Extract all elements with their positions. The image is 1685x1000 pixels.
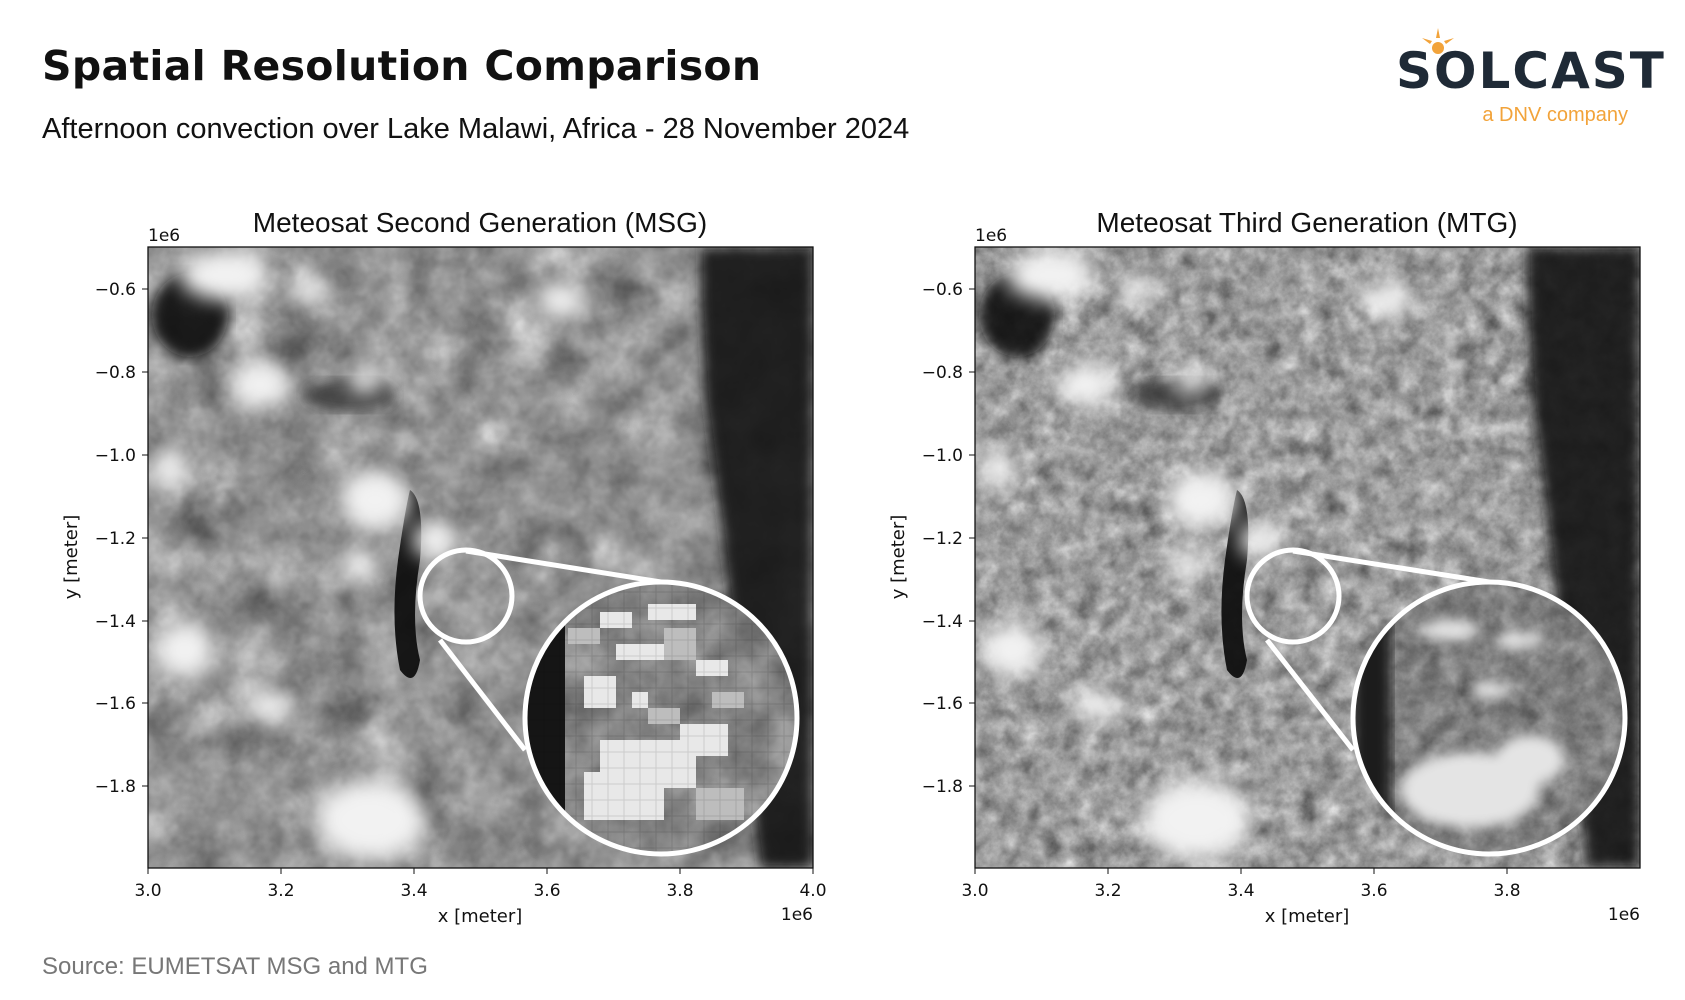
x-axis-mtg: 3.0 3.2 3.4 3.6 3.8 x [meter] 1e6	[961, 868, 1640, 927]
x-axis-label: x [meter]	[1265, 906, 1350, 927]
y-tick-label: −1.6	[922, 694, 963, 714]
x-tick-label: 4.0	[799, 881, 826, 901]
y-tick-label: −1.0	[922, 446, 963, 466]
y-axis-msg: −0.6 −0.8 −1.0 −1.2 −1.4 −1.6 −1.8 y [me…	[61, 280, 148, 797]
y-offset-label: 1e6	[975, 226, 1007, 246]
y-axis-mtg: −0.6 −0.8 −1.0 −1.2 −1.4 −1.6 −1.8 y [me…	[888, 280, 975, 797]
y-tick-label: −1.4	[922, 612, 963, 632]
zoom-inset-mtg	[1353, 582, 1625, 854]
y-tick-label: −1.6	[95, 694, 136, 714]
y-axis-label: y [meter]	[888, 515, 909, 600]
y-axis-label: y [meter]	[61, 515, 82, 600]
panel-title: Meteosat Third Generation (MTG)	[1096, 207, 1517, 238]
x-tick-label: 3.4	[400, 881, 427, 901]
y-tick-label: −1.2	[95, 529, 136, 549]
satellite-image	[975, 247, 1640, 868]
x-axis-msg: 3.0 3.2 3.4 3.6 3.8 4.0 x [meter] 1e6	[134, 868, 827, 927]
x-tick-label: 3.0	[961, 881, 988, 901]
y-tick-label: −0.8	[95, 363, 136, 383]
x-tick-label: 3.4	[1227, 881, 1254, 901]
y-tick-label: −0.6	[95, 280, 136, 300]
logo-wordmark: SOLCAST	[1396, 42, 1666, 100]
y-tick-label: −1.8	[95, 777, 136, 797]
panel-title: Meteosat Second Generation (MSG)	[253, 207, 707, 238]
x-offset-label: 1e6	[781, 905, 813, 925]
x-tick-label: 3.2	[1094, 881, 1121, 901]
x-tick-label: 3.2	[267, 881, 294, 901]
y-offset-label: 1e6	[148, 226, 180, 246]
x-tick-label: 3.0	[134, 881, 161, 901]
panel-mtg: Meteosat Third Generation (MTG) 1e6	[888, 207, 1641, 927]
page-subtitle: Afternoon convection over Lake Malawi, A…	[42, 113, 910, 145]
satellite-image	[148, 247, 813, 868]
x-axis-label: x [meter]	[438, 906, 523, 927]
logo-tagline: a DNV company	[1482, 104, 1628, 126]
y-tick-label: −1.8	[922, 777, 963, 797]
x-tick-label: 3.6	[1360, 881, 1387, 901]
y-tick-label: −1.4	[95, 612, 136, 632]
y-tick-label: −1.0	[95, 446, 136, 466]
x-offset-label: 1e6	[1608, 905, 1640, 925]
x-tick-label: 3.8	[1493, 881, 1520, 901]
source-caption: Source: EUMETSAT MSG and MTG	[42, 953, 428, 980]
y-tick-label: −0.6	[922, 280, 963, 300]
panel-msg: Meteosat Second Generation (MSG) 1e6	[61, 207, 827, 927]
y-tick-label: −1.2	[922, 529, 963, 549]
solcast-logo: SOLCAST a DNV company	[1380, 24, 1664, 134]
page-title: Spatial Resolution Comparison	[42, 42, 762, 90]
sun-icon	[1422, 28, 1454, 54]
x-tick-label: 3.8	[666, 881, 693, 901]
y-tick-label: −0.8	[922, 363, 963, 383]
x-tick-label: 3.6	[533, 881, 560, 901]
